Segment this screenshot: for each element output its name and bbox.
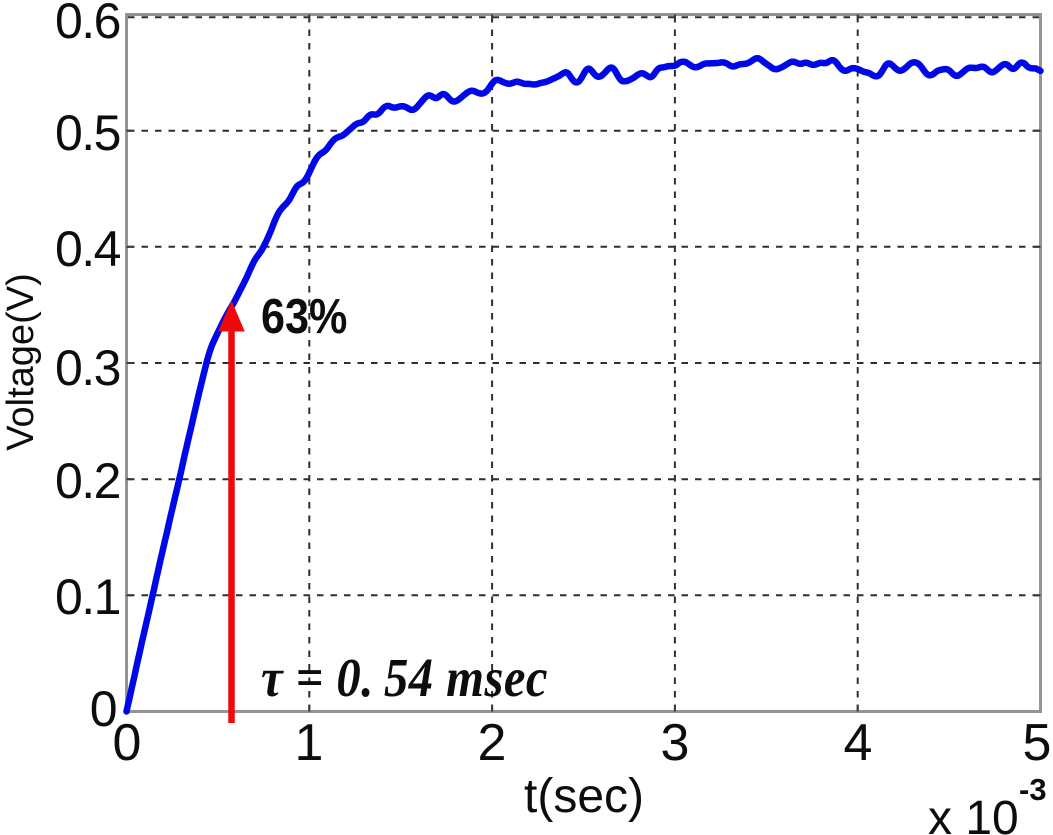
- svg-text:63%: 63%: [261, 288, 347, 343]
- svg-text:0: 0: [113, 714, 142, 772]
- svg-text:x 10: x 10: [928, 792, 1019, 835]
- svg-text:τ = 0. 54 msec: τ = 0. 54 msec: [261, 648, 548, 708]
- svg-text:2: 2: [478, 714, 507, 772]
- svg-text:0.5: 0.5: [55, 105, 120, 161]
- svg-text:5: 5: [1023, 714, 1052, 772]
- svg-text:Voltage(V): Voltage(V): [0, 273, 42, 450]
- svg-text:t(sec): t(sec): [524, 770, 644, 823]
- svg-text:0.6: 0.6: [55, 0, 120, 49]
- svg-text:1: 1: [295, 714, 324, 772]
- svg-text:0.1: 0.1: [55, 569, 120, 625]
- svg-text:0.2: 0.2: [55, 453, 120, 509]
- svg-text:0.3: 0.3: [55, 340, 120, 396]
- svg-text:-3: -3: [1019, 772, 1047, 807]
- svg-text:0.4: 0.4: [55, 221, 121, 277]
- svg-text:4: 4: [844, 714, 873, 772]
- svg-text:0: 0: [90, 681, 116, 737]
- svg-text:3: 3: [661, 714, 690, 772]
